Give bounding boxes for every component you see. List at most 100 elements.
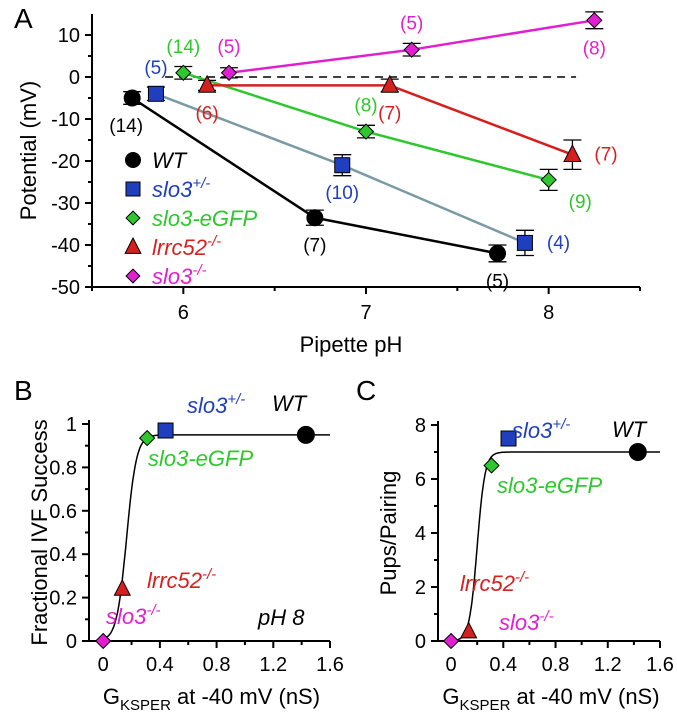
y-axis-title: Potential (mV) — [16, 81, 41, 220]
x-axis-title-part: KSPER — [460, 697, 511, 714]
x-tick-label: 0.4 — [146, 654, 174, 676]
y-tick-label: 0 — [69, 67, 80, 89]
legend-label-main: slo3 — [152, 177, 193, 202]
data-point — [197, 74, 217, 93]
data-point — [220, 64, 238, 81]
n-label: (9) — [569, 192, 592, 213]
y-tick-label: -50 — [51, 277, 80, 299]
y-tick-label: 10 — [58, 25, 80, 47]
data-point-slo3-/- — [94, 632, 112, 650]
x-axis-title: GKSPER at -40 mV (nS) — [442, 684, 659, 714]
y-tick-label: -10 — [51, 109, 80, 131]
label-slo3-ko-sup: -/- — [146, 602, 160, 619]
n-label: (7) — [378, 103, 401, 124]
n-label: (8) — [354, 96, 377, 117]
x-tick-label: 8 — [543, 302, 554, 324]
y-tick-label: -30 — [51, 193, 80, 215]
label-slo3-egfp: slo3-eGFP — [497, 473, 602, 498]
label-slo3-het-sup: +/- — [552, 416, 570, 433]
x-tick-label: 6 — [178, 302, 189, 324]
series-WT: (14) (7) (5) — [109, 89, 509, 292]
legend-label: slo3-eGFP — [152, 206, 257, 231]
label-slo3-het-sup: +/- — [227, 391, 245, 408]
label-lrrc52-ko-main: lrrc52 — [460, 571, 515, 596]
label-lrrc52-ko: lrrc52-/- — [147, 566, 216, 593]
x-tick-label: 1.6 — [646, 654, 674, 676]
label-slo3-het-main: slo3 — [187, 393, 228, 418]
label-lrrc52-ko-sup: -/- — [515, 569, 529, 586]
label-lrrc52-ko-main: lrrc52 — [147, 568, 202, 593]
data-point — [516, 234, 533, 251]
n-label: (5) — [400, 14, 423, 35]
x-tick-label: 1.6 — [316, 654, 344, 676]
legend-marker — [125, 181, 141, 197]
data-point-slo3-/- — [442, 632, 460, 650]
panel-letter: B — [14, 375, 33, 406]
data-point-WT — [628, 443, 647, 461]
legend-label-sup: +/- — [192, 175, 210, 192]
series-slo3-eGFP: (14) (8) (9) — [166, 37, 591, 213]
n-label: (7) — [594, 145, 617, 166]
x-axis-title-part: G — [442, 684, 459, 709]
n-label: (7) — [303, 236, 326, 257]
label-slo3-ko-main: slo3 — [499, 610, 540, 635]
data-point — [380, 74, 399, 93]
legend-marker — [125, 152, 141, 168]
x-axis-title-part: KSPER — [120, 697, 171, 714]
data-point — [147, 85, 164, 102]
n-label: (5) — [486, 271, 509, 292]
n-label: (10) — [325, 183, 359, 204]
label-wt: WT — [272, 391, 308, 416]
series-lrrc52-/-: (6) (7) (7) — [195, 74, 618, 171]
legend-marker — [125, 268, 141, 284]
panel-c: C 0 2 4 6 8 0 0.4 0.8 1.2 1.6 GKSPER at -40 mV (nS)… — [356, 375, 674, 714]
data-point — [586, 12, 603, 29]
data-point — [403, 41, 420, 58]
legend-label: WT — [152, 148, 188, 173]
data-point — [306, 209, 324, 227]
label-slo3-ko-main: slo3 — [106, 604, 147, 629]
legend-marker — [125, 210, 141, 226]
y-tick-label: 6 — [415, 469, 426, 491]
label-slo3-ko-sup: -/- — [539, 608, 553, 625]
x-tick-label: 0.8 — [542, 654, 570, 676]
data-point-WT — [296, 425, 315, 444]
label-lrrc52-ko: lrrc52-/- — [460, 569, 529, 596]
data-point-lrrc52-/- — [113, 578, 132, 596]
label-lrrc52-ko-sup: -/- — [202, 566, 216, 583]
label-slo3-egfp: slo3-eGFP — [148, 446, 253, 471]
data-point — [540, 171, 557, 189]
label-slo3-ko: slo3-/- — [499, 608, 554, 635]
legend-label: lrrc52-/- — [152, 233, 221, 260]
legend-label-sup: -/- — [192, 262, 206, 279]
panel-a: A 10 0 -10 -20 -30 -40 -50 6 7 8 Pipette pH Potentia… — [14, 3, 641, 357]
x-tick-label: 1.2 — [594, 654, 622, 676]
data-point-slo3-eGFP — [138, 429, 156, 447]
n-label: (8) — [583, 38, 606, 59]
x-tick-label: 0.8 — [203, 654, 231, 676]
y-tick-label: -40 — [51, 235, 80, 257]
x-axis-title-part: at -40 mV (nS) — [171, 684, 320, 709]
label-wt: WT — [612, 417, 648, 442]
legend-marker — [124, 236, 142, 254]
y-tick-label: -20 — [51, 151, 80, 173]
data-point — [357, 123, 375, 140]
x-axis-title-part: G — [103, 684, 120, 709]
n-label: (5) — [144, 58, 167, 79]
series-slo3+/-: (5) (10) (4) — [144, 58, 570, 257]
data-point — [175, 64, 192, 81]
label-slo3-het: slo3+/- — [512, 416, 570, 443]
legend-label-sup: -/- — [207, 233, 221, 250]
y-tick-label: 0 — [415, 631, 426, 653]
label-slo3-ko: slo3-/- — [106, 602, 161, 629]
fit-curve — [450, 451, 660, 642]
legend-label: slo3-/- — [152, 262, 207, 289]
data-point-lrrc52-/- — [459, 621, 478, 639]
x-tick-label: 0.4 — [489, 654, 517, 676]
label-slo3-het: slo3+/- — [187, 391, 245, 418]
y-axis-title: Fractional IVF Success — [27, 419, 52, 645]
y-tick-label: 0.6 — [49, 501, 77, 523]
panel-b: B 0 0.2 0.4 0.6 0.8 1 0 0.4 0.8 1.2 1.6 GKSPER at -4… — [14, 375, 344, 714]
